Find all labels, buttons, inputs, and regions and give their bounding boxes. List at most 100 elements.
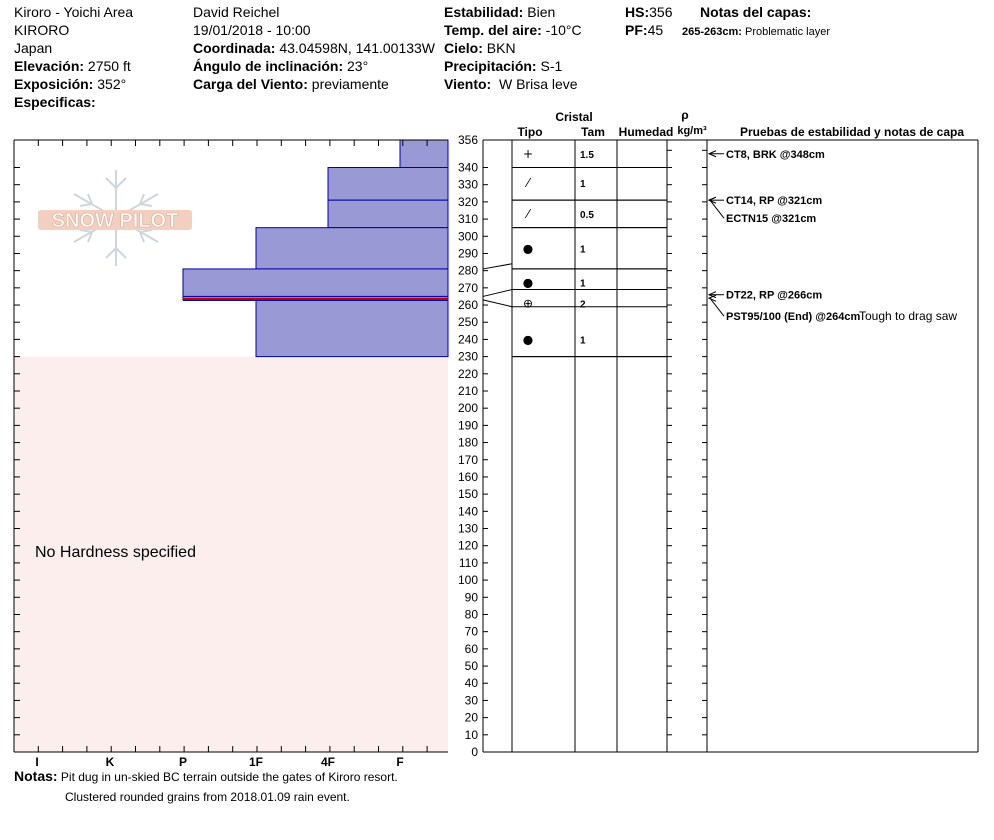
depth-tick-label: 10	[465, 728, 479, 742]
hardness-layer	[327, 167, 449, 201]
layer-connectors	[482, 263, 513, 308]
hardness-axis-label: P	[179, 755, 187, 769]
notes-line-2: Clustered rounded grains from 2018.01.09…	[65, 790, 350, 804]
rho-header: ρ	[681, 108, 688, 122]
tests-header: Pruebas de estabilidad y notas de capa	[740, 125, 964, 139]
snowpilot-logo: SNOW PILOT	[38, 170, 192, 266]
depth-tick-label: 270	[458, 281, 478, 295]
depth-tick-label: 250	[458, 315, 478, 329]
depth-tick-label: 130	[458, 522, 478, 536]
crystal-size-value: 1.5	[580, 150, 594, 161]
depth-tick-label: 190	[458, 418, 478, 432]
crystal-type-symbol: ●	[523, 332, 533, 346]
country: Japan	[14, 40, 53, 56]
depth-tick-label: 30	[465, 693, 479, 707]
observer: David Reichel	[193, 4, 280, 20]
depth-tick-label: 160	[458, 470, 478, 484]
location: Kiroro - Yoichi Area	[14, 4, 134, 20]
hardness-axis-label: K	[106, 755, 115, 769]
test-arrow	[709, 199, 725, 219]
depth-tick-label: 290	[458, 246, 478, 260]
depth-tick-label: 320	[458, 195, 478, 209]
depth-tick-label: 140	[458, 504, 478, 518]
header-col-4: HS:356 PF:45	[625, 3, 672, 39]
precipitation: Precipitación: S-1	[444, 58, 563, 74]
crystal-size-value: 1	[580, 335, 586, 346]
size-header: Tam	[581, 125, 605, 139]
no-hardness-label: No Hardness specified	[35, 544, 196, 561]
hardness-layer	[399, 139, 449, 169]
depth-tick-label: 110	[459, 556, 478, 570]
arrow-head-icon	[707, 294, 717, 302]
datetime: 19/01/2018 - 10:00	[193, 22, 311, 38]
hardness-ticks: I K P 1F 4F F	[13, 140, 428, 769]
notes-line-1: Pit dug in un-skied BC terrain outside t…	[60, 770, 398, 784]
depth-tick-label: 260	[458, 298, 478, 312]
hardness-axis-label: I	[35, 755, 38, 769]
depth-tick-label: 40	[465, 676, 479, 690]
header-col-3: Estabilidad: Bien Temp. del aire: -10°C …	[444, 3, 582, 93]
depth-tick-label: 60	[465, 642, 479, 656]
arrow-head-icon	[707, 196, 717, 204]
aspect: Exposición: 352°	[14, 76, 127, 92]
crystal-type-symbol: ⊕	[523, 296, 533, 310]
hardness-axis-label: F	[396, 755, 403, 769]
depth-tick-label: 0	[471, 745, 478, 759]
coordinates: Coordinada: 43.04598N, 141.00133W	[193, 40, 436, 56]
density-unit-header: kg/m³	[677, 125, 707, 137]
profile-rows: +1.5 ⁄ 1 ⁄ 0.5 ● 1 ● 1 ⊕ 2 ● 1	[512, 139, 707, 753]
layer-connector	[482, 289, 513, 297]
weak-layer-lines	[183, 297, 448, 301]
wind-load: Carga del Viento: previamente	[193, 76, 389, 92]
depth-tick-label: 70	[465, 625, 479, 639]
depth-tick-label: 280	[458, 264, 478, 278]
depth-tick-label: 230	[458, 350, 478, 364]
test-label: CT14, RP @321cm	[726, 195, 822, 207]
arrow-head-icon	[707, 150, 717, 158]
depth-tick-label: 20	[465, 711, 479, 725]
hardness-axis-label: 1F	[249, 755, 263, 769]
logo-text: SNOW PILOT	[52, 210, 179, 232]
test-label: CT8, BRK @348cm	[726, 149, 825, 161]
hardness-layer	[327, 199, 449, 229]
pf: PF:45	[625, 22, 664, 38]
notes-label: Notas:	[14, 768, 58, 784]
depth-tick-label: 50	[465, 659, 479, 673]
air-temp: Temp. del aire: -10°C	[444, 22, 582, 38]
hardness-layer	[182, 268, 449, 297]
test-note: Tough to drag saw	[859, 309, 957, 323]
elevation: Elevación: 2750 ft	[14, 58, 131, 74]
depth-tick-label: 220	[458, 367, 478, 381]
hardness-layer	[255, 299, 449, 358]
layer-notes-title: Notas del capas:	[700, 4, 812, 20]
depth-tick-label: 210	[458, 384, 478, 398]
layer-connector	[482, 299, 513, 308]
ground-area	[14, 356, 448, 752]
crystal-type-symbol: +	[523, 147, 533, 161]
depth-tick-label: 80	[465, 607, 479, 621]
depth-tick-label: 330	[458, 178, 478, 192]
stability: Estabilidad: Bien	[444, 4, 556, 20]
test-label: ECTN15 @321cm	[726, 213, 816, 225]
depth-tick-label: 180	[458, 436, 478, 450]
layer-connector	[482, 263, 513, 270]
notes-section: Notas: Pit dug in un-skied BC terrain ou…	[14, 766, 398, 807]
depth-tick-label: 200	[458, 401, 478, 415]
test-arrow	[709, 297, 725, 317]
hs: HS:356	[625, 4, 673, 20]
test-label: PST95/100 (End) @264cm	[726, 311, 860, 323]
type-header: Tipo	[517, 125, 542, 139]
wind: Viento: W Brisa leve	[444, 76, 578, 92]
depth-tick-label: 100	[458, 573, 478, 587]
specifics: Especificas:	[14, 94, 96, 110]
crystal-type-symbol: ⁄	[524, 176, 532, 190]
moisture-header: Humedad	[619, 125, 674, 139]
crystal-size-value: 0.5	[580, 210, 594, 221]
layer-note: 265-263cm: Problematic layer	[682, 26, 830, 38]
slope-angle: Ángulo de inclinación: 23°	[193, 58, 369, 74]
sky: Cielo: BKN	[444, 40, 516, 56]
crystal-size-value: 2	[580, 299, 586, 310]
depth-tick-label: 310	[458, 212, 478, 226]
test-label: DT22, RP @266cm	[726, 290, 822, 302]
